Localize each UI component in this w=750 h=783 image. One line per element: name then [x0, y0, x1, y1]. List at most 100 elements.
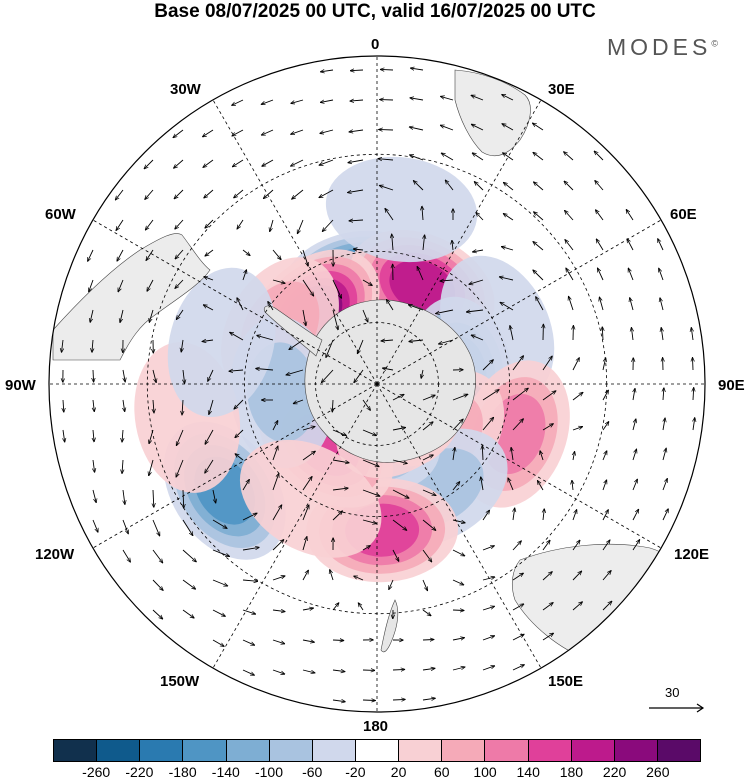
wind-vector-arrow — [512, 665, 524, 671]
wind-vector-arrow — [436, 309, 454, 314]
wind-vector-arrow — [302, 669, 315, 673]
wind-vector-arrow — [533, 242, 544, 251]
wind-vector-arrow — [379, 185, 394, 191]
wind-vector-arrow — [205, 219, 214, 228]
wind-vector-arrow — [242, 270, 247, 281]
wind-vector-arrow — [326, 339, 334, 358]
wind-vector-arrow — [569, 296, 574, 311]
wind-vector-arrow — [175, 279, 184, 288]
colorbar-tick-label: 260 — [646, 764, 670, 780]
wind-vector-arrow — [242, 547, 259, 551]
wind-vector-arrow — [204, 277, 214, 281]
wind-vector-arrow — [572, 540, 580, 551]
wind-vector-arrow — [203, 129, 214, 137]
wind-vector-arrow — [452, 610, 464, 611]
wind-vector-arrow — [153, 399, 154, 413]
wind-vector-arrow — [441, 96, 454, 101]
wind-vector-arrow — [237, 219, 244, 229]
wind-vector-arrow — [542, 603, 553, 611]
wind-vector-arrow — [594, 151, 604, 161]
label-lon-120e: 120E — [674, 546, 710, 563]
wind-vector-arrow — [476, 213, 484, 221]
wind-vector-arrow — [452, 240, 453, 251]
reference-arrow-icon — [649, 703, 705, 713]
wind-vector-arrow — [602, 358, 606, 371]
wind-vector-arrow — [602, 390, 608, 401]
wind-vector-arrow — [272, 610, 285, 612]
wind-vector-arrow — [120, 309, 124, 323]
wind-vector-arrow — [693, 388, 694, 401]
wind-vector-arrow — [234, 189, 244, 198]
wind-vector-arrow — [332, 670, 345, 672]
meridian-line — [376, 219, 662, 385]
wind-vector-arrow — [182, 549, 196, 562]
wind-vector-arrow — [229, 370, 244, 371]
wind-vector-arrow — [422, 455, 433, 461]
wind-vector-arrow — [181, 339, 183, 352]
wind-vector-arrow — [362, 546, 370, 551]
wind-vector-arrow — [452, 482, 460, 491]
wind-vector-arrow — [452, 394, 468, 401]
wind-vector-arrow — [319, 189, 334, 198]
wind-vector-arrow — [230, 332, 244, 341]
label-lon-150w: 150W — [160, 673, 200, 690]
wind-vector-arrow — [203, 159, 214, 167]
wind-vector-arrow — [482, 417, 494, 431]
wind-vector-arrow — [452, 519, 465, 523]
wind-vector-arrow — [633, 388, 635, 401]
wind-vector-arrow — [536, 297, 544, 311]
label-lon-90w: 90W — [5, 377, 36, 394]
colorbar-segment — [183, 740, 227, 761]
wind-vector-arrow — [302, 279, 314, 296]
wind-vector-arrow — [122, 429, 123, 442]
wind-vector-arrow — [392, 394, 404, 401]
wind-vector-arrow — [182, 579, 196, 589]
wind-vector-arrow — [602, 480, 607, 491]
wind-vector-arrow — [482, 360, 493, 371]
colorbar-tick-label: -260 — [82, 764, 111, 780]
label-lon-30e: 30E — [548, 81, 575, 98]
wind-vector-arrow — [542, 540, 550, 551]
wind-vector-arrow — [272, 505, 282, 521]
wind-vector-arrow — [512, 634, 524, 641]
label-lon-150e: 150E — [548, 673, 584, 690]
wind-vector-arrow — [392, 669, 405, 670]
label-lon-0: 0 — [371, 36, 380, 53]
wind-vector-arrow — [212, 639, 224, 646]
wind-vector-arrow — [321, 369, 334, 383]
label-lon-60e: 60E — [670, 206, 697, 223]
wind-vectors — [62, 68, 695, 702]
wind-vector-arrow — [350, 100, 364, 101]
wind-vector-arrow — [176, 429, 184, 446]
wind-vector-arrow — [204, 189, 214, 198]
colorbar-tick-label: 60 — [434, 764, 450, 780]
wind-vector-arrow — [321, 70, 334, 72]
wind-vector-arrow — [362, 309, 368, 322]
wind-vector-arrow — [533, 152, 544, 161]
wind-vector-arrow — [499, 277, 514, 281]
wind-vector-arrow — [542, 633, 554, 641]
wind-vector-arrow — [503, 214, 514, 221]
wind-vector-arrow — [146, 249, 154, 261]
wind-vector-arrow — [534, 182, 544, 191]
colorbar-segment — [355, 740, 400, 761]
wind-vector-arrow — [572, 571, 582, 581]
wind-vector-arrow — [122, 549, 130, 562]
wind-vector-arrow — [90, 309, 94, 322]
wind-vector-arrow — [440, 280, 454, 281]
wind-vector-arrow — [392, 519, 407, 530]
wind-vector-arrow — [242, 639, 255, 645]
wind-vector-arrow — [423, 235, 425, 251]
wind-vector-arrow — [232, 159, 244, 167]
wind-vector-arrow — [602, 451, 607, 461]
label-lon-180: 180 — [363, 718, 389, 735]
wind-vector-arrow — [439, 339, 454, 344]
wind-vector-arrow — [354, 576, 364, 581]
wind-vector-arrow — [512, 573, 523, 581]
wind-vector-arrow — [572, 602, 582, 611]
wind-vector-arrow — [564, 152, 574, 161]
wind-vector-arrow — [572, 480, 573, 491]
wind-vector-arrow — [533, 270, 544, 281]
wind-vector-arrow — [417, 267, 424, 281]
wind-vector-arrow — [92, 339, 93, 352]
